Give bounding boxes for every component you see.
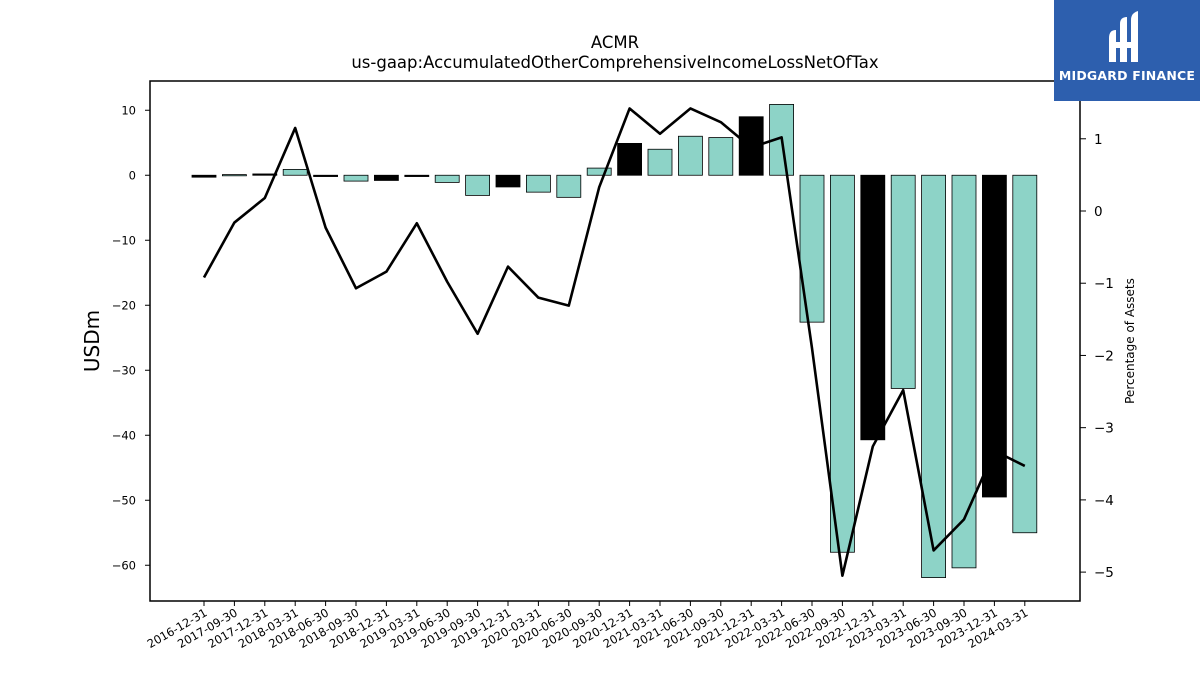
bar (921, 174, 946, 579)
bar (191, 174, 217, 178)
percentage-line (202, 107, 1026, 578)
bar (617, 142, 642, 176)
right-axis: 1 0 −1 −2 −3 −4 −5 (1080, 132, 1114, 581)
bar (313, 174, 339, 177)
bar (860, 174, 886, 441)
y2-tick-label: −1 (1094, 276, 1114, 292)
y2-tick-label: −5 (1094, 565, 1114, 581)
midgard-finance-logo: MIDGARD FINANCE (1054, 0, 1200, 101)
chart-title: ACMR (590, 33, 640, 52)
bar (647, 148, 673, 176)
y-tick-label: −60 (112, 558, 136, 572)
bar (495, 174, 521, 188)
bar (678, 135, 703, 176)
line-layer (202, 107, 1026, 578)
y-tick-label: −20 (112, 298, 136, 312)
bar (1012, 174, 1038, 534)
y-tick-label: −40 (112, 428, 136, 442)
y-tick-label: −30 (112, 363, 136, 377)
bar (830, 174, 855, 553)
y2-tick-label: 1 (1094, 132, 1103, 148)
y2-tick-label: 0 (1094, 204, 1103, 220)
left-axis: 10 0 −10 −20 −30 −40 −50 −60 (112, 103, 150, 572)
y2-tick-label: −4 (1094, 493, 1114, 509)
bar (221, 174, 247, 177)
logo-mark-icon (1109, 11, 1138, 62)
x-axis: 2016-12-312017-09-302017-12-312018-03-31… (145, 601, 1030, 651)
bar (586, 167, 612, 176)
bar (890, 174, 916, 389)
bar (982, 174, 1007, 498)
plot-frame (149, 80, 1081, 602)
bar (252, 173, 278, 176)
y2-tick-label: −2 (1094, 348, 1114, 364)
logo-text: MIDGARD FINANCE (1058, 68, 1196, 83)
y2-axis-label: Percentage of Assets (1123, 278, 1137, 404)
y-tick-label: −10 (112, 233, 136, 247)
chart-subtitle: us-gaap:AccumulatedOtherComprehensiveInc… (351, 53, 879, 72)
bars-layer (191, 104, 1038, 579)
y2-tick-label: −3 (1094, 421, 1114, 437)
bar (708, 137, 734, 176)
bar (465, 174, 491, 196)
bar (951, 174, 977, 569)
y-tick-label: −50 (112, 493, 136, 507)
bar (373, 174, 399, 181)
bar (343, 174, 369, 182)
bar (556, 174, 582, 198)
bar (526, 174, 551, 193)
y-tick-label: 0 (129, 168, 136, 182)
bar (434, 174, 460, 183)
y-axis-label: USDm (80, 310, 104, 372)
y-tick-label: 10 (121, 103, 136, 117)
bar (404, 174, 430, 177)
bar (282, 168, 308, 176)
bar (799, 174, 825, 323)
